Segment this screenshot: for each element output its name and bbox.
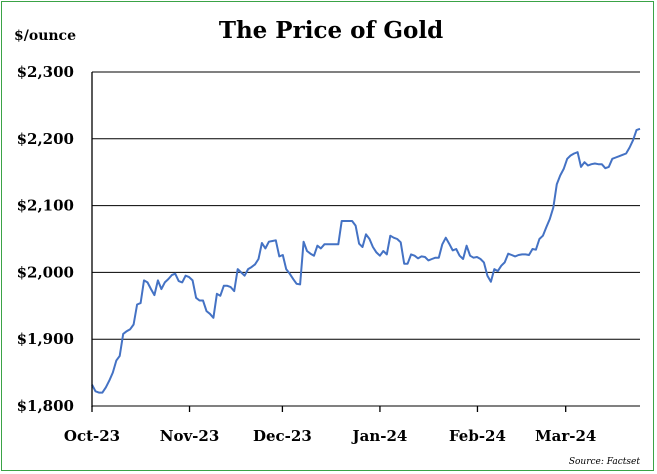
y-tick-1800: $1,800 bbox=[17, 397, 74, 415]
x-tick-Nov-23: Nov-23 bbox=[160, 427, 220, 445]
series-layer bbox=[91, 127, 641, 394]
y-tick-2300: $2,300 bbox=[17, 63, 74, 81]
source-note: Source: Factset bbox=[569, 457, 641, 467]
y-axis-label: $/ounce bbox=[14, 28, 76, 44]
x-tick-Mar-24: Mar-24 bbox=[535, 427, 596, 445]
y-tick-2200: $2,200 bbox=[17, 130, 74, 148]
y-tick-2100: $2,100 bbox=[17, 197, 74, 215]
x-tick-Feb-24: Feb-24 bbox=[449, 427, 506, 445]
y-tick-1900: $1,900 bbox=[17, 330, 74, 348]
x-tick-labels: Oct-23 Nov-23 Dec-23 Jan-24 Feb-24 Mar-24 bbox=[64, 406, 596, 445]
x-tick-Oct-23: Oct-23 bbox=[64, 427, 120, 445]
y-tick-2000: $2,000 bbox=[17, 263, 74, 281]
x-tick-Dec-23: Dec-23 bbox=[253, 427, 312, 445]
chart-title: The Price of Gold bbox=[219, 17, 443, 44]
y-tick-labels: $1,800 $1,900 $2,000 $2,100 $2,200 $2,300 bbox=[17, 63, 74, 415]
x-tick-Jan-24: Jan-24 bbox=[351, 427, 408, 445]
gridlines bbox=[92, 71, 640, 407]
series-line-gold-price bbox=[91, 127, 641, 394]
